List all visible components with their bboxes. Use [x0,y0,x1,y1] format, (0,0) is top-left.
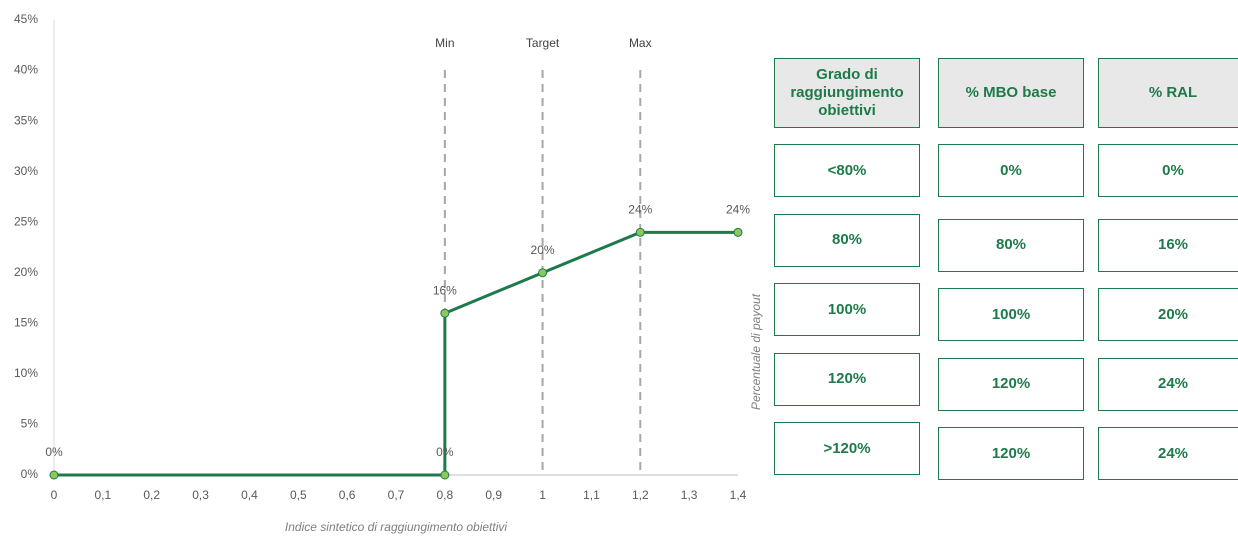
x-tick-label: 0 [51,488,58,502]
marker [538,268,548,278]
x-tick-label: 0,5 [290,488,307,502]
x-tick-label: 1,3 [681,488,698,502]
data-label: 20% [531,243,555,257]
x-tick-label: 0,3 [192,488,209,502]
marker [440,308,450,318]
y-tick-label: 30% [14,164,38,178]
table-cell: 120% [938,427,1084,480]
x-tick-label: 0,6 [339,488,356,502]
table-cell: % RAL [1098,58,1238,128]
x-axis-label: Indice sintetico di raggiungimento obiet… [285,520,507,534]
x-tick-label: 0,9 [485,488,502,502]
table-cell: 24% [1098,427,1238,480]
x-tick-label: 0,7 [388,488,405,502]
table-cell: 120% [774,352,920,406]
x-tick-label: 0,1 [95,488,112,502]
reference-label: Max [629,36,652,50]
y-tick-label: 25% [14,214,38,228]
marker [733,227,743,237]
reference-label: Min [435,36,454,50]
table-cell: 16% [1098,218,1238,272]
table-cell: 0% [1098,144,1238,197]
table-cell: Grado di raggiungimento obiettivi [774,58,920,128]
table-cell: >120% [774,422,920,475]
table-cell: 24% [1098,357,1238,411]
table-cell: 80% [938,218,1084,272]
y-tick-label: 20% [14,265,38,279]
table-cell: % MBO base [938,58,1084,128]
data-label: 0% [436,445,454,459]
x-tick-label: 1,2 [632,488,649,502]
x-tick-label: 1,1 [583,488,600,502]
marker [440,470,450,480]
x-tick-label: 0,4 [241,488,258,502]
y-tick-label: 5% [21,417,39,431]
x-tick-label: 1,4 [730,488,747,502]
reference-label: Target [526,36,560,50]
table-cell: 100% [938,288,1084,341]
data-label: 16% [433,283,457,297]
table-cell: 100% [774,283,920,336]
table-cell: <80% [774,144,920,197]
data-label: 0% [45,445,63,459]
y-tick-label: 0% [21,467,39,481]
data-label: 24% [628,203,652,217]
x-tick-label: 0,8 [437,488,454,502]
line [54,230,738,477]
y-tick-label: 45% [14,12,38,26]
y-axis-label: Percentuale di payout [749,293,763,410]
y-tick-label: 40% [14,63,38,77]
marker [635,227,645,237]
data-label: 24% [726,203,750,217]
y-tick-label: 35% [14,113,38,127]
table-cell: 120% [938,357,1084,411]
table-cell: 0% [938,144,1084,197]
y-tick-label: 15% [14,316,38,330]
table-cell: 20% [1098,288,1238,341]
x-tick-label: 0,2 [143,488,160,502]
y-tick-label: 10% [14,366,38,380]
marker [49,470,59,480]
x-tick-label: 1 [539,488,546,502]
table-cell: 80% [774,213,920,267]
